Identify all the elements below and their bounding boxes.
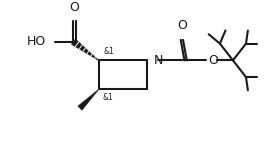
Text: O: O xyxy=(208,54,218,67)
Text: N: N xyxy=(154,54,163,67)
Polygon shape xyxy=(72,39,99,60)
Text: &1: &1 xyxy=(102,93,113,102)
Text: &1: &1 xyxy=(103,47,114,56)
Text: O: O xyxy=(177,19,187,32)
Text: O: O xyxy=(70,1,80,14)
Text: HO: HO xyxy=(27,35,46,48)
Polygon shape xyxy=(78,90,99,110)
